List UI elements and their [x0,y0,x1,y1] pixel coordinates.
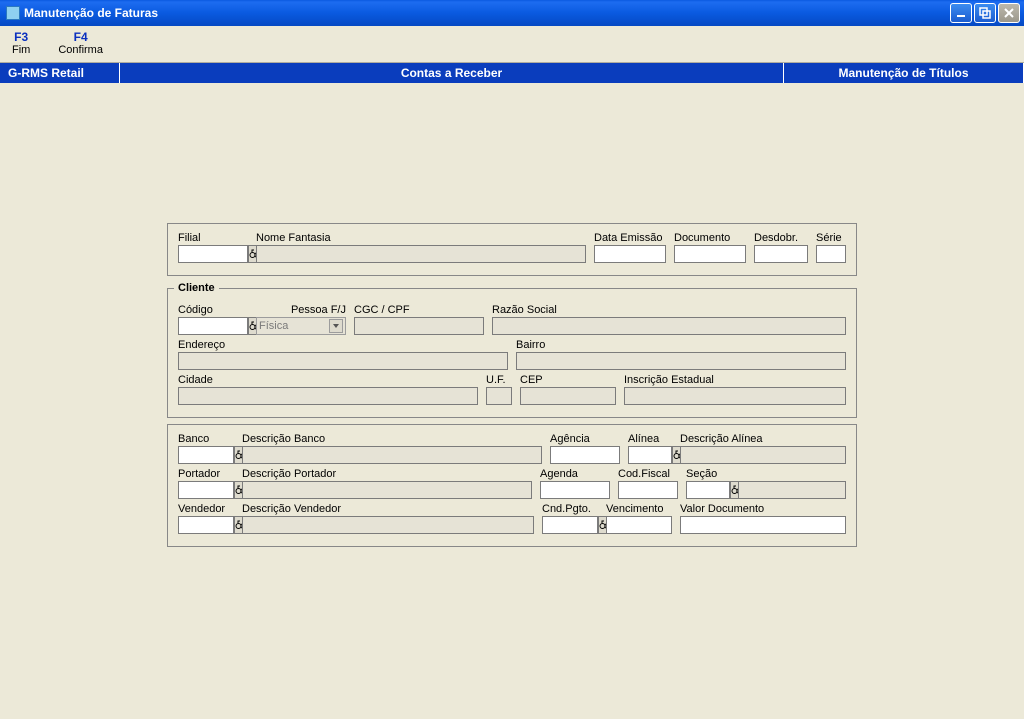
menu-fim[interactable]: F3 Fim [12,30,30,56]
breadcrumb: G-RMS Retail Contas a Receber Manutenção… [0,63,1024,83]
nome-fantasia-label: Nome Fantasia [256,232,586,244]
close-button[interactable] [998,3,1020,23]
serie-label: Série [816,232,846,244]
menubar: F3 Fim F4 Confirma [0,26,1024,63]
cidade-label: Cidade [178,374,478,386]
minimize-button[interactable] [950,3,972,23]
details-panel: Banco Descrição Banco Agência [167,424,857,547]
data-emissao-input[interactable] [594,245,666,263]
desc-portador-input [242,481,532,499]
alinea-label: Alínea [628,433,672,445]
vencimento-input[interactable] [606,516,672,534]
banco-input[interactable] [178,446,234,464]
razao-label: Razão Social [492,304,846,316]
valor-doc-label: Valor Documento [680,503,846,515]
cliente-panel: Cliente Código Pessoa F/J Física [167,282,857,418]
secao-input[interactable] [686,481,730,499]
data-emissao-label: Data Emissão [594,232,666,244]
alinea-input[interactable] [628,446,672,464]
titlebar: Manutenção de Faturas [0,0,1024,26]
valor-doc-input[interactable] [680,516,846,534]
codigo-input[interactable] [178,317,248,335]
endereco-input [178,352,508,370]
agenda-label: Agenda [540,468,610,480]
desc-portador-label: Descrição Portador [242,468,532,480]
portador-label: Portador [178,468,234,480]
cidade-input [178,387,478,405]
desc-vendedor-label: Descrição Vendedor [242,503,534,515]
razao-input [492,317,846,335]
vendedor-input[interactable] [178,516,234,534]
maximize-button[interactable] [974,3,996,23]
serie-input[interactable] [816,245,846,263]
desdobr-input[interactable] [754,245,808,263]
cnd-pgto-input[interactable] [542,516,598,534]
vendedor-label: Vendedor [178,503,234,515]
pessoa-select[interactable]: Física [256,317,346,335]
uf-input [486,387,512,405]
portador-input[interactable] [178,481,234,499]
menu-confirma[interactable]: F4 Confirma [58,30,103,56]
nome-fantasia-input [256,245,586,263]
codigo-label: Código [178,304,248,316]
documento-input[interactable] [674,245,746,263]
documento-label: Documento [674,232,746,244]
cep-label: CEP [520,374,616,386]
f3-key: F3 [12,30,30,44]
cep-input [520,387,616,405]
f4-key: F4 [58,30,103,44]
app-icon [6,6,20,20]
agencia-label: Agência [550,433,620,445]
cnd-pgto-label: Cnd.Pgto. [542,503,598,515]
filial-label: Filial [178,232,248,244]
inscricao-label: Inscrição Estadual [624,374,846,386]
desc-banco-label: Descrição Banco [242,433,542,445]
cod-fiscal-label: Cod.Fiscal [618,468,678,480]
filial-input[interactable] [178,245,248,263]
cgc-input [354,317,484,335]
desdobr-label: Desdobr. [754,232,808,244]
cliente-legend: Cliente [174,282,219,294]
agencia-input[interactable] [550,446,620,464]
breadcrumb-left: G-RMS Retail [0,63,120,83]
uf-label: U.F. [486,374,512,386]
breadcrumb-center: Contas a Receber [120,63,784,83]
f4-label: Confirma [58,44,103,56]
secao-desc-input [738,481,846,499]
f3-label: Fim [12,44,30,56]
secao-label: Seção [686,468,730,480]
vencimento-label: Vencimento [606,503,672,515]
pessoa-label: Pessoa F/J [256,304,346,316]
cgc-label: CGC / CPF [354,304,484,316]
agenda-input[interactable] [540,481,610,499]
inscricao-input [624,387,846,405]
header-panel: Filial Nome Fantasia Data Emissão [167,223,857,276]
breadcrumb-right: Manutenção de Títulos [784,63,1024,83]
desc-vendedor-input [242,516,534,534]
desc-alinea-input [680,446,846,464]
chevron-down-icon [329,319,343,333]
endereco-label: Endereço [178,339,508,351]
cod-fiscal-input[interactable] [618,481,678,499]
desc-alinea-label: Descrição Alínea [680,433,846,445]
window-title: Manutenção de Faturas [24,6,158,20]
pessoa-value: Física [259,320,288,332]
desc-banco-input [242,446,542,464]
bairro-input [516,352,846,370]
banco-label: Banco [178,433,234,445]
bairro-label: Bairro [516,339,846,351]
window-buttons [950,3,1020,23]
